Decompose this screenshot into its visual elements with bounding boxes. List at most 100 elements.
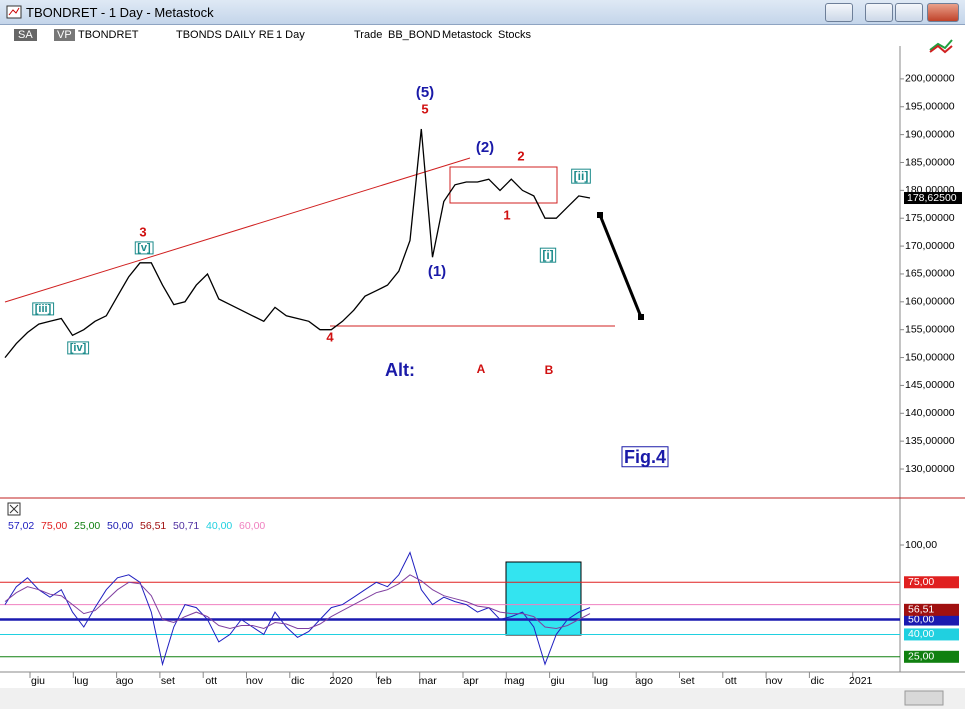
source-label: Metastock xyxy=(442,29,493,41)
trend-line xyxy=(4,157,471,303)
wave-label: (2) xyxy=(476,139,494,156)
wave-label: [v] xyxy=(137,242,151,254)
scroll-thumb[interactable] xyxy=(904,690,944,706)
y-tick-label: 130,00000 xyxy=(905,463,955,475)
time-label: ago xyxy=(635,675,653,687)
legend-value: 50,00 xyxy=(107,520,133,532)
periodicity[interactable]: 1 Day xyxy=(276,29,305,41)
label-box xyxy=(571,168,591,184)
time-label: set xyxy=(680,675,694,687)
time-label: 2021 xyxy=(849,675,873,687)
wave-label: [ii] xyxy=(574,169,589,183)
projection-arrow xyxy=(598,214,643,318)
wave-label: (1) xyxy=(428,263,446,280)
legend-value: 60,00 xyxy=(239,520,265,532)
y-tick-label: 160,00000 xyxy=(905,296,955,308)
legend-value: 56,51 xyxy=(140,520,166,532)
time-label: giu xyxy=(31,675,45,687)
vp-button[interactable]: VP xyxy=(54,29,75,41)
time-label: mag xyxy=(504,675,525,687)
y-tick-label: 135,00000 xyxy=(905,435,955,447)
wave-label: 5 xyxy=(421,101,428,116)
label-box xyxy=(134,241,154,255)
time-label: apr xyxy=(463,675,479,687)
arrow-end xyxy=(638,314,644,320)
wave-label: [i] xyxy=(542,248,553,262)
time-label: 2020 xyxy=(329,675,353,687)
time-label: dic xyxy=(291,675,304,687)
level-box xyxy=(904,650,959,663)
close-icon xyxy=(9,504,19,514)
market-label: Stocks xyxy=(498,29,532,41)
last-price-box xyxy=(904,192,962,205)
legend-value: 50,71 xyxy=(173,520,199,532)
time-label: lug xyxy=(74,675,88,687)
y-tick-label: 100,00 xyxy=(905,539,937,551)
title-bar: TBONDRET - 1 Day - Metastock xyxy=(0,0,965,25)
y-tick-label: 175,00000 xyxy=(905,212,955,224)
y-tick-label: 140,00000 xyxy=(905,407,955,419)
time-label: lug xyxy=(594,675,608,687)
scrollbar[interactable] xyxy=(0,688,965,709)
price-panel xyxy=(0,46,900,498)
wave-label: (5) xyxy=(416,84,434,101)
wave-label: 3 xyxy=(139,224,146,239)
restore-button[interactable] xyxy=(825,3,853,22)
level-label: 40,00 xyxy=(908,628,934,640)
security-name[interactable]: TBONDS DAILY RE xyxy=(176,29,275,41)
legend-value: 25,00 xyxy=(74,520,100,532)
app-icon xyxy=(6,5,22,19)
wave-label: [iii] xyxy=(35,303,52,315)
arrow-start xyxy=(597,212,603,218)
trade-label[interactable]: Trade xyxy=(354,29,383,41)
y-tick-label: 170,00000 xyxy=(905,240,955,252)
label-box xyxy=(539,247,557,263)
y-tick-label: 200,00000 xyxy=(905,73,955,85)
time-label: ott xyxy=(205,675,217,687)
y-tick-label: 150,00000 xyxy=(905,351,955,363)
time-label: nov xyxy=(246,675,264,687)
level-label: 75,00 xyxy=(908,576,934,588)
y-tick-label: 145,00000 xyxy=(905,379,955,391)
time-label: set xyxy=(161,675,175,687)
minimize-button[interactable] xyxy=(865,3,893,22)
sa-button[interactable]: SA xyxy=(14,29,37,41)
bond-label: BB_BOND xyxy=(388,29,441,41)
time-label: ago xyxy=(116,675,134,687)
series-line xyxy=(4,574,591,630)
y-tick-label: 190,00000 xyxy=(905,128,955,140)
time-label: dic xyxy=(811,675,824,687)
level-box xyxy=(904,603,959,616)
level-label: 50,00 xyxy=(908,613,934,625)
symbol[interactable]: TBONDRET xyxy=(78,29,139,41)
toolbar: SA VP TBONDRET TBONDS DAILY RE 1 Day Tra… xyxy=(0,25,965,45)
wave-label: Fig.4 xyxy=(624,447,666,467)
wave-label: A xyxy=(477,362,486,376)
level-label: 25,00 xyxy=(908,651,934,663)
wave-label: 1 xyxy=(503,207,510,222)
range-box xyxy=(449,166,558,204)
legend-value: 57,02 xyxy=(8,520,34,532)
y-tick-label: 155,00000 xyxy=(905,323,955,335)
y-tick-label: 195,00000 xyxy=(905,101,955,113)
close-button[interactable] xyxy=(927,3,959,22)
label-box xyxy=(67,341,90,355)
series-line xyxy=(4,128,591,359)
wave-label: [iv] xyxy=(70,342,87,354)
toolbar-icon xyxy=(929,39,953,51)
level-label: 56,51 xyxy=(908,604,934,616)
time-label: feb xyxy=(377,675,392,687)
label-box xyxy=(32,302,55,316)
maximize-button[interactable] xyxy=(895,3,923,22)
series-line xyxy=(4,551,591,667)
y-tick-label: 165,00000 xyxy=(905,268,955,280)
wave-label: B xyxy=(545,363,554,377)
legend-value: 75,00 xyxy=(41,520,67,532)
time-label: mar xyxy=(419,675,438,687)
level-box xyxy=(904,628,959,641)
level-box xyxy=(904,613,959,626)
wave-label: 2 xyxy=(517,148,524,163)
highlight-box xyxy=(505,561,582,636)
